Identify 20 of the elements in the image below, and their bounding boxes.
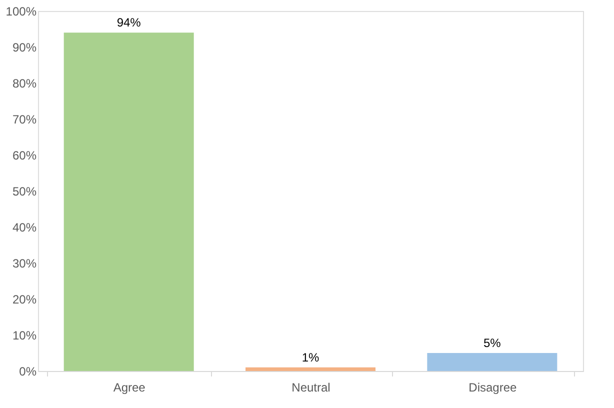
x-tick-label: Agree bbox=[113, 380, 146, 394]
y-tick-label: 30% bbox=[12, 256, 37, 270]
y-tick-label: 0% bbox=[19, 364, 37, 378]
y-tick-label: 100% bbox=[6, 4, 37, 18]
data-label: 1% bbox=[302, 350, 320, 364]
y-tick-label: 80% bbox=[12, 76, 37, 90]
y-tick-label: 90% bbox=[12, 40, 37, 54]
y-tick-label: 20% bbox=[12, 292, 37, 306]
bar bbox=[64, 32, 194, 371]
bar bbox=[427, 353, 558, 371]
y-tick-label: 70% bbox=[12, 112, 37, 126]
x-tick-label: Disagree bbox=[468, 380, 517, 394]
bar bbox=[246, 367, 376, 371]
data-label: 94% bbox=[116, 16, 142, 30]
y-tick-label: 40% bbox=[12, 220, 37, 234]
y-tick-label: 60% bbox=[12, 148, 37, 162]
y-tick-label: 10% bbox=[12, 328, 37, 342]
data-label: 5% bbox=[483, 336, 502, 350]
x-tick-label: Neutral bbox=[292, 380, 330, 394]
y-tick-label: 50% bbox=[12, 184, 37, 198]
